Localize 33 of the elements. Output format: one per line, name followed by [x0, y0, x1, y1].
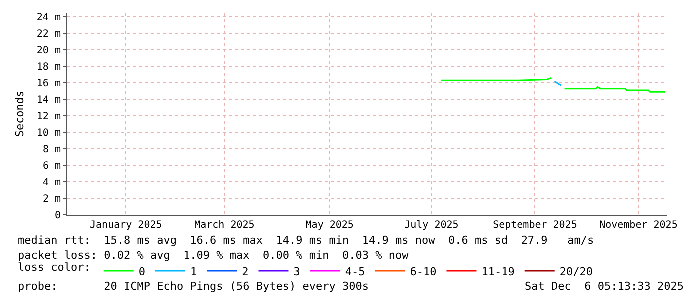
y-tick-label: 14 m [36, 95, 61, 106]
text: median rtt: 15.8 ms avg 16.6 ms max 14.9 ms min 14.9 ms now 0.6 ms sd 27.9 am/s [18, 234, 594, 247]
y-tick-label: 6 m [42, 161, 61, 172]
y-tick-label: 0 [54, 210, 61, 222]
legend-title: loss color: [18, 260, 91, 274]
x-tick-label: March 2025 [194, 220, 255, 231]
y-tick-label: 12 m [36, 112, 61, 123]
y-tick-label: 20 m [36, 46, 61, 57]
y-axis-title: Seconds [14, 90, 27, 138]
legend-label: 0 [138, 265, 146, 278]
y-tick-label: 2 m [42, 194, 61, 206]
y-tick-label: 4 m [42, 178, 61, 189]
x-tick-label: May 2025 [306, 220, 354, 231]
y-tick-label: 18 m [36, 62, 61, 74]
legend-label: 4-5 [345, 265, 366, 278]
y-tick-label: 10 m [36, 128, 61, 140]
text: probe: 20 ICMP Echo Pings (56 Bytes) every 300s [18, 280, 369, 293]
legend-label: 6-10 [410, 265, 437, 278]
y-tick-label: 8 m [42, 144, 61, 156]
y-tick-label: 22 m [36, 29, 61, 40]
text: Sat Dec 6 05:13:33 2025 [525, 280, 684, 293]
x-tick-label: July 2025 [404, 220, 459, 231]
y-tick-label: 24 m [36, 12, 61, 24]
x-tick-label: September 2025 [493, 220, 578, 231]
legend-label: 3 [294, 265, 300, 278]
legend-label: 20/20 [560, 265, 593, 278]
x-tick-label: November 2025 [600, 220, 678, 231]
legend-label: 1 [190, 265, 198, 278]
legend-label: 11-19 [482, 265, 515, 278]
text: packet loss: 0.02 % avg 1.09 % max 0.00 % min 0.03 % now [18, 249, 410, 262]
legend-label: 2 [242, 265, 249, 278]
y-tick-label: 16 m [36, 78, 61, 90]
x-tick-label: January 2025 [90, 220, 162, 231]
